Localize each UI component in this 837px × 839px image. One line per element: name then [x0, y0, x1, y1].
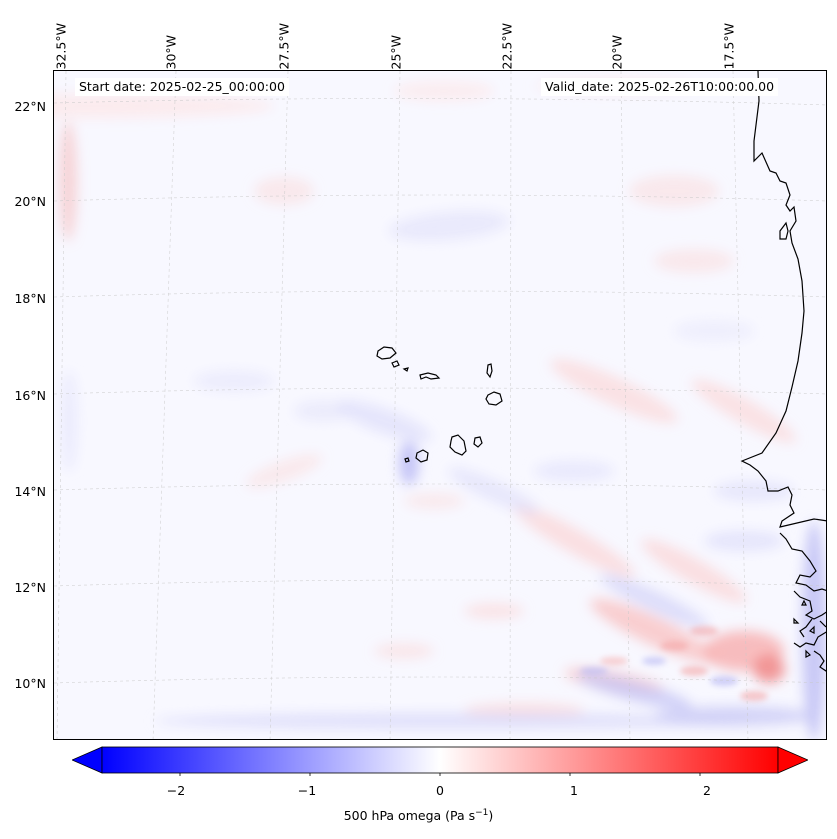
island-santa-luzia	[402, 367, 409, 372]
lon-label-20w: 20°W	[609, 34, 625, 70]
island-sao-vicente	[391, 360, 400, 368]
island-santo-antao	[376, 346, 397, 360]
lon-label-30w: 30°W	[163, 34, 179, 70]
lat-label-16n: 16°N	[14, 388, 46, 403]
island-fogo	[415, 449, 429, 463]
island-brava	[404, 457, 410, 463]
island-maio	[473, 436, 483, 448]
lat-label-22n: 22°N	[14, 99, 46, 114]
colorbar-tick-label: 1	[570, 783, 578, 798]
lon-label-27-5w: 27.5°W	[276, 23, 292, 70]
colorbar-arrow-right	[777, 746, 808, 774]
omega-wave-pattern	[580, 626, 768, 701]
colorbar-label: 500 hPa omega (Pa s−1)	[343, 808, 494, 824]
colorbar-arrow-left	[72, 746, 103, 774]
lat-label-20n: 20°N	[14, 194, 46, 209]
island-sao-nicolau	[419, 372, 441, 380]
start-date-label: Start date: 2025-02-25_00:00:00	[75, 78, 289, 96]
island-sal	[486, 363, 493, 379]
lat-label-14n: 14°N	[14, 484, 46, 499]
colorbar-tick-label: −2	[166, 783, 186, 798]
lon-label-22-5w: 22.5°W	[499, 23, 515, 70]
island-boa-vista	[485, 391, 503, 406]
valid-date-label: Valid_date: 2025-02-26T10:00:00.00	[541, 78, 779, 96]
african-coastline	[740, 71, 826, 672]
omega-field	[54, 78, 826, 739]
omega-map	[54, 71, 826, 739]
colorbar-tick-label: 2	[703, 783, 711, 798]
lat-label-10n: 10°N	[14, 676, 46, 691]
map-panel[interactable]	[53, 70, 827, 740]
graticule	[54, 71, 826, 739]
colorbar	[72, 746, 808, 776]
colorbar-tick-label: 0	[436, 783, 444, 798]
island-santiago	[449, 434, 467, 456]
colorbar-body	[101, 746, 779, 774]
lat-label-12n: 12°N	[14, 580, 46, 595]
lon-label-25w: 25°W	[388, 34, 404, 70]
lat-label-18n: 18°N	[14, 291, 46, 306]
lon-label-17-5w: 17.5°W	[721, 23, 737, 70]
colorbar-tick-label: −1	[297, 783, 317, 798]
cape-verde-islands	[376, 346, 503, 463]
lon-label-32-5w: 32.5°W	[53, 23, 69, 70]
